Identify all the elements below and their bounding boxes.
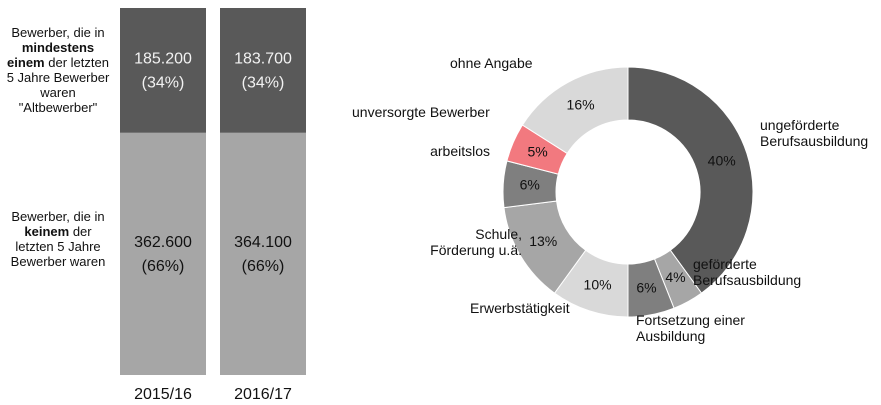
slice-label: Fortsetzung einer Ausbildung (636, 312, 745, 344)
legend-text: Bewerber, die in (11, 25, 105, 41)
count-label: 185.200 (134, 51, 192, 68)
bar-segment (120, 132, 206, 375)
legend-text: Bewerber, die in (11, 208, 105, 224)
slice-label: geförderte Berufsausbildung (693, 256, 802, 288)
value-label: (34%) (242, 75, 285, 92)
legend-entry: Bewerber, die in mindestens einem der le… (6, 25, 110, 115)
donut-slice (521, 66, 629, 155)
count-label: 362.600 (134, 234, 192, 251)
legend-text: keinem (24, 223, 70, 239)
legend-text: der letzten 5 Jahre Bewerber waren "Altb… (6, 55, 110, 116)
x-tick-label: 2016/17 (234, 386, 292, 403)
bar-segment (220, 8, 306, 133)
bar-segment (120, 8, 206, 133)
value-label: 40% (708, 152, 736, 168)
value-label: 4% (665, 269, 685, 285)
slice-label: arbeitslos (430, 143, 490, 159)
value-label: 10% (584, 276, 612, 292)
value-label: 6% (520, 177, 540, 193)
bar-segment (220, 132, 306, 375)
value-label: (34%) (142, 75, 185, 92)
slice-label: Schule, Förderung u.ä. (430, 226, 522, 258)
slice-label: ungeförderte Berufsausbildung (760, 117, 869, 149)
value-label: (66%) (142, 258, 185, 275)
count-label: 364.100 (234, 234, 292, 251)
value-label: 6% (636, 279, 656, 295)
value-label: 16% (567, 96, 595, 112)
slice-label: ohne Angabe (450, 55, 533, 71)
legend-entry: Bewerber, die in keinem der letzten 5 Ja… (6, 209, 110, 269)
value-label: (66%) (242, 258, 285, 275)
x-tick-label: 2015/16 (134, 386, 192, 403)
slice-label: Erwerbstätigkeit (470, 300, 570, 316)
value-label: 5% (527, 144, 547, 160)
legend-text: der letzten 5 Jahre Bewerber waren (10, 223, 106, 269)
legend-text: mindestens einem (7, 40, 95, 71)
slice-label: unversorgte Bewerber (352, 104, 490, 120)
donut-slice (627, 66, 754, 294)
value-label: 13% (529, 233, 557, 249)
count-label: 183.700 (234, 51, 292, 68)
